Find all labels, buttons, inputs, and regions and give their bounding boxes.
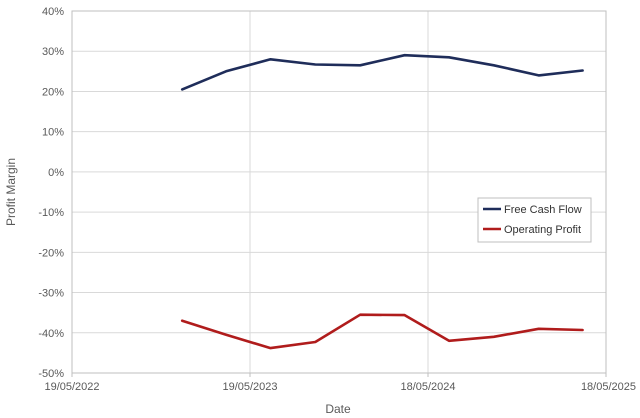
y-tick-label: -40%	[38, 328, 64, 340]
x-axis-title: Date	[325, 402, 351, 416]
y-tick-label: -50%	[38, 368, 64, 380]
y-tick-label: 40%	[42, 6, 64, 18]
x-tick-label: 19/05/2022	[44, 381, 99, 393]
legend-label-free-cash-flow: Free Cash Flow	[504, 204, 582, 216]
y-tick-label: -10%	[38, 207, 64, 219]
y-axis-tick-labels: 40% 30% 20% 10% 0% -10% -20% -30% -40% -50%	[38, 6, 64, 380]
series-lines	[180, 53, 584, 350]
legend-label-operating-profit: Operating Profit	[504, 224, 581, 236]
y-tick-label: 0%	[48, 167, 64, 179]
legend: Free Cash Flow Operating Profit	[477, 197, 592, 243]
legend-box	[477, 197, 592, 243]
y-tick-label: -30%	[38, 288, 64, 300]
plot-border	[71, 10, 607, 374]
y-tick-label: -20%	[38, 247, 64, 259]
x-tick-label: 18/05/2024	[400, 381, 455, 393]
y-tick-label: 10%	[42, 127, 64, 139]
axes	[71, 10, 607, 377]
series-line-operating-profit	[180, 313, 584, 350]
series-line-free-cash-flow	[180, 53, 584, 91]
y-tick-label: 20%	[42, 86, 64, 98]
y-axis-title: Profit Margin	[4, 158, 18, 226]
x-axis-tick-labels: 19/05/2022 19/05/2023 18/05/2024 18/05/2025	[44, 381, 636, 393]
x-tick-label: 18/05/2025	[581, 381, 636, 393]
x-tick-label: 19/05/2023	[222, 381, 277, 393]
gridlines	[72, 11, 606, 373]
y-tick-label: 30%	[42, 46, 64, 58]
